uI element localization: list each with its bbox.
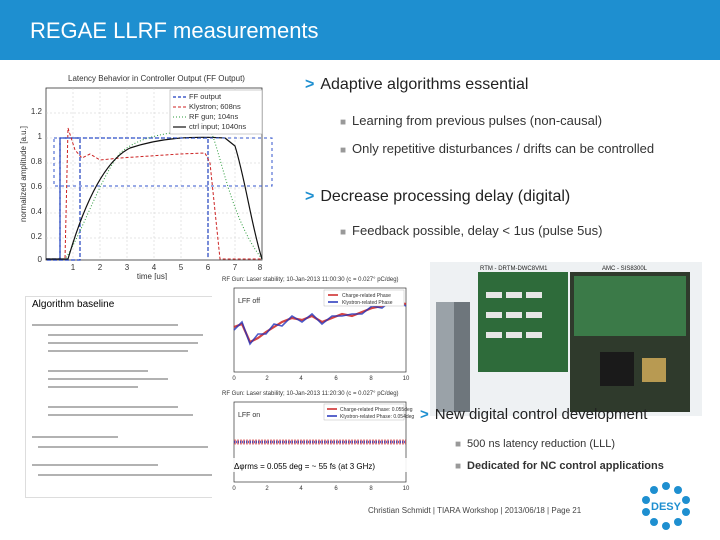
rtm-label: RTM - DRTM-DWC8VM1 bbox=[480, 266, 548, 272]
ytick: 0 bbox=[38, 255, 43, 264]
ytick: 0.2 bbox=[31, 232, 43, 241]
bullet-marker-icon: > bbox=[420, 406, 429, 423]
ytick: 0.8 bbox=[31, 157, 43, 166]
legend-item: FF output bbox=[189, 92, 222, 101]
bullet-latency: ■ 500 ns latency reduction (LLL) bbox=[455, 438, 616, 450]
slide-title: REGAE LLRF measurements bbox=[30, 18, 319, 43]
svg-text:8: 8 bbox=[369, 486, 373, 492]
latency-plot: Latency Behavior in Controller Output (F… bbox=[20, 68, 282, 280]
legend-item: Klystron; 608ns bbox=[189, 102, 241, 111]
rms-annotation: Δφrms = 0.055 deg = ~ 55 fs (at 3 GHz) bbox=[234, 462, 375, 471]
square-bullet-icon: ■ bbox=[340, 117, 347, 128]
svg-text:0: 0 bbox=[232, 486, 236, 492]
xtick: 6 bbox=[206, 263, 211, 272]
bullet-repetitive: ■ Only repetitive disturbances / drifts c… bbox=[340, 141, 655, 156]
latency-ylabel: normalized amplitude [a.u.] bbox=[20, 126, 28, 222]
svg-text:8: 8 bbox=[369, 376, 373, 382]
desy-logo-icon: DESY bbox=[642, 482, 690, 530]
xtick: 7 bbox=[233, 263, 238, 272]
legend-item: Klystron-related Phase: 0.054deg bbox=[340, 414, 414, 420]
ytick: 0.6 bbox=[31, 182, 43, 191]
latency-xlabel: time [us] bbox=[137, 272, 167, 280]
legend-item: Klystron-related Phase bbox=[342, 300, 393, 306]
xtick: 3 bbox=[125, 263, 130, 272]
svg-text:2: 2 bbox=[265, 486, 269, 492]
svg-text:10: 10 bbox=[403, 486, 410, 492]
xtick: 5 bbox=[179, 263, 184, 272]
lff-on-label: LFF on bbox=[238, 412, 260, 419]
ytick: 1.2 bbox=[31, 107, 43, 116]
phase-plot-lff-off: RF Gun: Laser stability; 10-Jan-2013 11:… bbox=[212, 272, 418, 388]
legend-item: Charge-related Phase bbox=[342, 293, 391, 299]
algorithm-baseline-panel: Algorithm baseline bbox=[25, 296, 219, 498]
ctrl-input-curve bbox=[46, 136, 263, 260]
bullet-marker-icon: > bbox=[305, 76, 315, 93]
legend-item: Charge-related Phase: 0.055deg bbox=[340, 407, 413, 413]
bullet-learning: ■ Learning from previous pulses (non-caus… bbox=[340, 113, 603, 128]
xtick: 2 bbox=[98, 263, 103, 272]
algorithm-baseline-title: Algorithm baseline bbox=[32, 299, 115, 310]
bullet-adaptive: > Adaptive algorithms essential bbox=[305, 76, 529, 93]
square-bullet-icon: ■ bbox=[340, 145, 347, 156]
phase-plot-title: RF Gun: Laser stability; 10-Jan-2013 11:… bbox=[222, 277, 399, 283]
xtick: 4 bbox=[152, 263, 157, 272]
svg-text:10: 10 bbox=[403, 376, 410, 382]
bullet-delay: > Decrease processing delay (digital) bbox=[305, 188, 571, 205]
legend-item: RF gun; 104ns bbox=[189, 112, 238, 121]
svg-text:0: 0 bbox=[232, 376, 236, 382]
charge-phase-trace bbox=[233, 300, 407, 344]
svg-text:4: 4 bbox=[299, 486, 303, 492]
lff-off-label: LFF off bbox=[238, 298, 260, 305]
xtick: 1 bbox=[71, 263, 76, 272]
phase-plot-title: RF Gun: Laser stability; 10-Jan-2013 11:… bbox=[222, 391, 399, 397]
legend-item: ctrl input; 1040ns bbox=[189, 122, 246, 131]
gun-curve bbox=[46, 129, 263, 260]
amc-label: AMC - SIS8300L bbox=[602, 266, 648, 272]
hardware-board-image: RTM - DRTM-DWC8VM1 AMC - SIS8300L bbox=[430, 262, 702, 416]
desy-logo-text: DESY bbox=[651, 501, 682, 513]
equation-lines bbox=[32, 324, 213, 476]
latency-plot-title: Latency Behavior in Controller Output (F… bbox=[68, 74, 245, 83]
square-bullet-icon: ■ bbox=[455, 461, 462, 472]
ytick: 1 bbox=[38, 132, 43, 141]
svg-text:6: 6 bbox=[334, 376, 338, 382]
ff-output-curve bbox=[46, 137, 81, 261]
ytick: 0.4 bbox=[31, 207, 43, 216]
bullet-dedicated: ■ Dedicated for NC control applications bbox=[455, 460, 664, 472]
square-bullet-icon: ■ bbox=[455, 439, 462, 450]
bullet-marker-icon: > bbox=[305, 188, 315, 205]
bullet-feedback: ■ Feedback possible, delay < 1us (pulse 5… bbox=[340, 223, 603, 238]
svg-text:2: 2 bbox=[265, 376, 269, 382]
svg-text:4: 4 bbox=[299, 376, 303, 382]
bullet-new-dev: > New digital control development bbox=[420, 406, 648, 423]
footer-text: Christian Schmidt | TIARA Workshop | 201… bbox=[368, 506, 582, 515]
phase-plot-lff-on: RF Gun: Laser stability; 10-Jan-2013 11:… bbox=[212, 386, 418, 500]
square-bullet-icon: ■ bbox=[340, 227, 347, 238]
svg-text:6: 6 bbox=[334, 486, 338, 492]
xtick: 8 bbox=[258, 263, 263, 272]
title-bar: REGAE LLRF measurements bbox=[0, 0, 720, 60]
